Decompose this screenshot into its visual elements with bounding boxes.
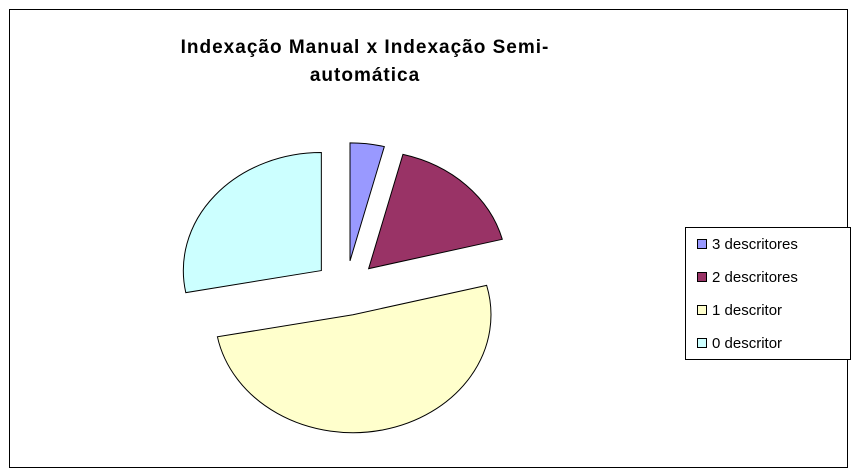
- legend-swatch: [697, 338, 707, 348]
- legend-swatch: [697, 272, 707, 282]
- legend-label: 2 descritores: [712, 269, 798, 286]
- legend-swatch: [697, 305, 707, 315]
- legend-label: 1 descritor: [712, 302, 782, 319]
- legend-label: 3 descritores: [712, 236, 798, 253]
- pie-slice: [349, 142, 385, 261]
- legend-box: [685, 227, 851, 360]
- legend-swatch: [697, 239, 707, 249]
- chart-title: Indexação Manual x Indexação Semi-automá…: [180, 37, 550, 86]
- pie-slice: [182, 152, 322, 294]
- legend-label: 0 descritor: [712, 335, 782, 352]
- pie-slice: [216, 284, 492, 434]
- pie-slice: [367, 153, 503, 270]
